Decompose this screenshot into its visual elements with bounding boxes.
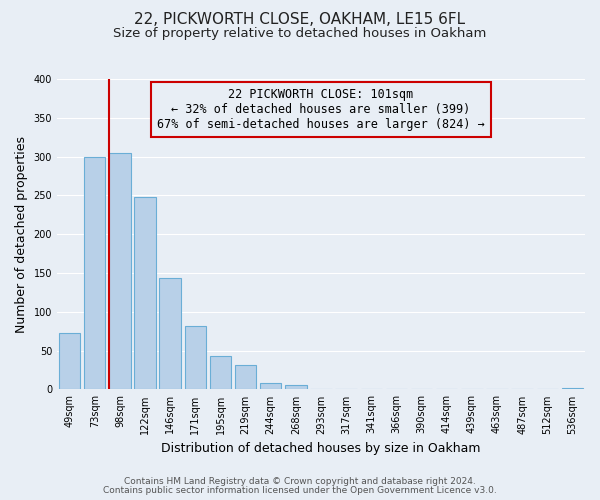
Text: Contains HM Land Registry data © Crown copyright and database right 2024.: Contains HM Land Registry data © Crown c…: [124, 477, 476, 486]
Text: Size of property relative to detached houses in Oakham: Size of property relative to detached ho…: [113, 28, 487, 40]
Bar: [210, 356, 231, 390]
Bar: [436, 388, 457, 390]
Text: Contains public sector information licensed under the Open Government Licence v3: Contains public sector information licen…: [103, 486, 497, 495]
Text: 22 PICKWORTH CLOSE: 101sqm
← 32% of detached houses are smaller (399)
67% of sem: 22 PICKWORTH CLOSE: 101sqm ← 32% of deta…: [157, 88, 485, 132]
Bar: [562, 388, 583, 390]
Bar: [235, 366, 256, 390]
X-axis label: Distribution of detached houses by size in Oakham: Distribution of detached houses by size …: [161, 442, 481, 455]
Bar: [185, 326, 206, 390]
Text: 22, PICKWORTH CLOSE, OAKHAM, LE15 6FL: 22, PICKWORTH CLOSE, OAKHAM, LE15 6FL: [134, 12, 466, 28]
Bar: [134, 197, 156, 390]
Bar: [109, 152, 131, 390]
Bar: [285, 385, 307, 390]
Y-axis label: Number of detached properties: Number of detached properties: [15, 136, 28, 332]
Bar: [59, 333, 80, 390]
Bar: [160, 278, 181, 390]
Bar: [84, 156, 106, 390]
Bar: [260, 383, 281, 390]
